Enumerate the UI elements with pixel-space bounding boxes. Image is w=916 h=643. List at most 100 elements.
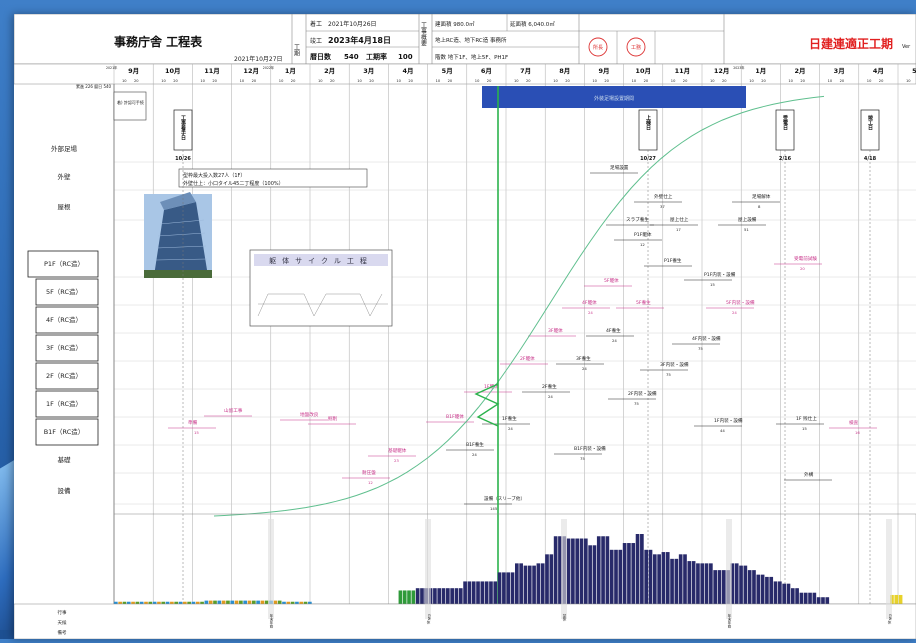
task: 4F養生 24 <box>586 327 634 343</box>
task-label: 設備（スリーブ他） <box>484 495 525 502</box>
task-label: 5F養生 <box>636 299 651 306</box>
histogram-bar <box>769 576 774 604</box>
day-tick: 20 <box>134 79 139 83</box>
histogram-bar <box>437 588 442 604</box>
histogram-bar <box>476 581 480 604</box>
row-label: 5F（RC造） <box>46 287 82 296</box>
task-duration: 24 <box>582 366 587 371</box>
histogram-bar <box>795 588 799 604</box>
histogram-bar <box>627 543 631 604</box>
histogram-bar <box>441 588 446 604</box>
task-label: 5F内装・設備 <box>726 299 755 306</box>
histogram-bar <box>471 581 476 604</box>
histogram-bar <box>411 590 416 604</box>
histogram-bar <box>825 597 830 604</box>
histogram-bar <box>756 574 761 604</box>
task-duration: 75 <box>698 346 703 351</box>
task-label: 3F養生 <box>576 355 591 362</box>
floor-box <box>35 278 99 306</box>
day-tick: 20 <box>644 79 649 83</box>
floors: 階数 地下1F、地上5F、PH1F <box>435 53 508 61</box>
day-tick: 20 <box>212 79 217 83</box>
month-label: 3月 <box>363 67 374 75</box>
brand-title: 日建連適正工期 <box>809 36 893 51</box>
month-label: 5月 <box>912 67 916 75</box>
histogram-bar <box>579 538 584 604</box>
histogram-bar <box>605 536 610 604</box>
task-duration: 24 <box>508 426 513 431</box>
histogram-bar <box>704 563 709 604</box>
task-duration: 12 <box>368 480 373 485</box>
histogram-bar <box>523 565 528 604</box>
cycle-title-bar <box>254 254 388 266</box>
histogram-bar <box>588 545 592 604</box>
task-duration: 16 <box>855 430 860 435</box>
gantt-chart: 事務庁舎 工程表 2021年10月27日 工期 着工 2021年10月26日 竣… <box>13 13 916 640</box>
histogram-bar <box>618 549 623 604</box>
day-tick: 20 <box>604 79 609 83</box>
histogram-bar <box>713 570 718 604</box>
histogram-bar <box>170 601 174 604</box>
histogram-bar <box>264 600 269 604</box>
histogram-bar <box>566 538 571 604</box>
day-tick: 10 <box>710 79 715 83</box>
task: 受電前試験 20 <box>774 255 822 271</box>
task-duration: 15 <box>710 282 715 287</box>
grid <box>113 84 916 639</box>
histogram-bar <box>208 600 213 604</box>
histogram-bar <box>126 601 131 604</box>
month-label: 10月 <box>165 67 181 75</box>
schedule-vertical-label: 工期 <box>293 44 300 57</box>
histogram-bar <box>260 600 265 604</box>
floor-box <box>27 250 99 278</box>
histogram-bar <box>549 554 554 604</box>
schedule-sheet: 事務庁舎 工程表 2021年10月27日 工期 着工 2021年10月26日 竣… <box>13 13 916 640</box>
day-tick: 10 <box>788 79 793 83</box>
overview-vertical-label: 工事概要 <box>420 22 427 47</box>
histogram-bar <box>415 588 420 604</box>
histogram-bar <box>812 592 817 604</box>
task: 屋上設備 51 <box>718 216 766 232</box>
histogram-bar <box>527 565 532 604</box>
task-label: 1F内装・設備 <box>714 417 743 424</box>
month-label: 1月 <box>285 67 296 75</box>
task-label: 3F内装・設備 <box>660 361 689 368</box>
task: 準備 15 <box>168 419 216 435</box>
holiday-band <box>886 519 892 619</box>
day-tick: 20 <box>448 79 453 83</box>
wall-note-box <box>178 168 368 188</box>
end-label: 竣工 <box>310 37 322 45</box>
day-tick: 10 <box>671 79 676 83</box>
task-duration: 24 <box>588 310 593 315</box>
histogram-bar <box>221 600 226 604</box>
task: P1F養生 <box>644 257 692 267</box>
histogram-bar <box>540 563 545 604</box>
histogram-bar <box>614 549 618 604</box>
day-tick: 20 <box>487 79 492 83</box>
day-tick: 10 <box>475 79 480 83</box>
histogram-bar <box>773 581 778 604</box>
histogram-bar <box>575 538 580 604</box>
row-label: 基礎 <box>58 455 72 464</box>
histogram-bar <box>545 554 549 604</box>
histogram-bar <box>420 588 424 604</box>
task: P1F躯体 12 <box>614 231 662 247</box>
histogram-bar <box>251 600 256 604</box>
task-duration: 8 <box>758 204 761 209</box>
task: 1F 残仕上 15 <box>776 415 824 431</box>
banner-label: 外装足場設置期間 <box>594 95 634 102</box>
histogram-bar <box>635 534 640 604</box>
stamp-seal-1 <box>588 37 608 57</box>
histogram-bar <box>286 601 291 604</box>
task-label: 地盤改良 <box>300 411 319 418</box>
task-label: 2F内装・設備 <box>628 390 657 397</box>
holiday-label: 年末年始 <box>269 613 274 629</box>
task-duration: 145 <box>490 506 498 511</box>
histogram-bar <box>174 601 179 604</box>
histogram-bar <box>239 600 243 604</box>
histogram-bar <box>747 570 752 604</box>
histogram-bar <box>652 554 657 604</box>
histogram-bar <box>446 588 450 604</box>
histogram-bar <box>739 565 743 604</box>
